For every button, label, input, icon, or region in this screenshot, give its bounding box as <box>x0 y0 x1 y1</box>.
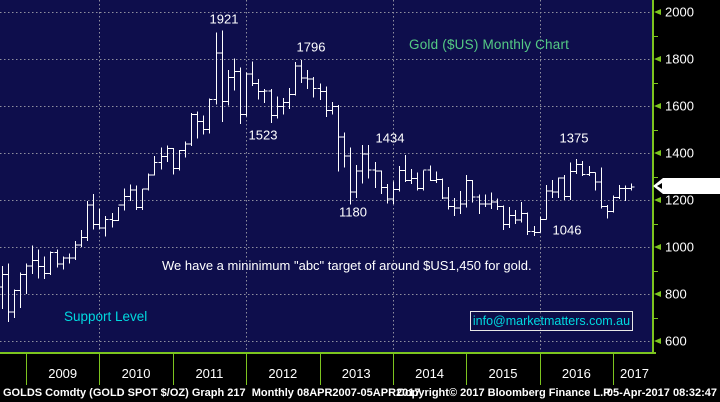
y-axis-label: 2000 <box>665 4 694 20</box>
contact-email-box: info@marketmatters.com.au <box>470 311 633 331</box>
y-axis-label: 1000 <box>665 239 694 255</box>
price-annotation: 1796 <box>296 39 326 55</box>
x-axis-tick <box>246 354 247 385</box>
x-axis-tick <box>393 354 394 385</box>
status-bar: GOLDS Comdty (GOLD SPOT $/OZ) Graph 217 … <box>0 385 720 402</box>
y-axis-minor-tick <box>654 130 658 131</box>
y-axis-minor-tick <box>654 36 658 37</box>
support-level-label: Support Level <box>64 309 148 324</box>
y-axis-tick-arrow-icon <box>654 338 661 344</box>
h-gridlines <box>0 12 652 342</box>
y-axis-label: 1800 <box>665 51 694 67</box>
y-axis-label: 600 <box>665 333 687 349</box>
y-axis-label: 1200 <box>665 192 694 208</box>
y-axis-tick-arrow-icon <box>654 103 661 109</box>
y-axis-minor-tick <box>654 177 658 178</box>
x-axis-tick <box>26 354 27 385</box>
price-annotation: 1046 <box>552 222 582 238</box>
time-axis: 2009 2010 2011 2012 2013 2014 2015 2016 2017 <box>0 352 656 385</box>
x-axis-tick <box>99 354 100 385</box>
ohlc-bars <box>0 30 635 322</box>
x-axis-tick <box>613 354 614 385</box>
chart-plot-area: Gold ($US) Monthly Chart We have a minin… <box>0 0 652 352</box>
x-axis-year-label: 2013 <box>341 366 371 381</box>
x-axis-tick <box>173 354 174 385</box>
price-annotation: 1434 <box>375 130 405 146</box>
chart-title: Gold ($US) Monthly Chart <box>409 37 570 52</box>
x-axis-year-label: 2011 <box>195 366 224 381</box>
analyst-note: We have a mininimum "abc" target of arou… <box>162 258 532 273</box>
x-axis-year-label: 2015 <box>488 366 518 381</box>
x-axis-tick <box>320 354 321 385</box>
copyright-text: Copyright© 2017 Bloomberg Finance L.P. <box>397 387 613 399</box>
price-annotation: 1180 <box>339 204 367 220</box>
y-axis-tick-arrow-icon <box>654 9 661 15</box>
y-axis-label: 800 <box>665 286 687 302</box>
x-axis-tick <box>540 354 541 385</box>
v-gridlines <box>99 0 541 352</box>
y-axis-minor-tick <box>654 83 658 84</box>
y-axis-tick-arrow-icon <box>654 197 661 203</box>
security-description: GOLDS Comdty (GOLD SPOT $/OZ) Graph 217 … <box>3 387 421 399</box>
y-axis-label: 1600 <box>665 98 694 114</box>
x-axis-year-label: 2010 <box>121 366 151 381</box>
price-annotation: 1921 <box>209 11 239 27</box>
y-axis-tick-arrow-icon <box>654 244 661 250</box>
x-axis-tick <box>466 354 467 385</box>
x-axis-year-label: 2012 <box>268 366 298 381</box>
x-axis-year-label: 2017 <box>620 366 649 381</box>
last-price-tag: 1256.165 <box>653 178 720 194</box>
x-axis-year-label: 2014 <box>415 366 445 381</box>
price-annotation: 1375 <box>559 130 589 146</box>
price-axis: 2000 1800 1600 1400 1200 1000 800 600 <box>652 0 720 354</box>
ohlc-chart-canvas <box>0 0 652 352</box>
time-axis-line <box>0 352 656 354</box>
y-axis-label: 1400 <box>665 145 694 161</box>
y-axis-minor-tick <box>654 271 658 272</box>
y-axis-minor-tick <box>654 224 658 225</box>
y-axis-tick-arrow-icon <box>654 56 661 62</box>
price-axis-line <box>652 0 654 354</box>
x-axis-year-label: 2016 <box>561 366 591 381</box>
x-axis-year-label: 2009 <box>48 366 78 381</box>
price-tag-arrow-icon <box>657 183 662 189</box>
price-annotation: 1523 <box>248 127 278 143</box>
y-axis-tick-arrow-icon <box>654 150 661 156</box>
y-axis-minor-tick <box>654 318 658 319</box>
y-axis-tick-arrow-icon <box>654 291 661 297</box>
timestamp: 05-Apr-2017 08:32:47 <box>606 387 717 399</box>
